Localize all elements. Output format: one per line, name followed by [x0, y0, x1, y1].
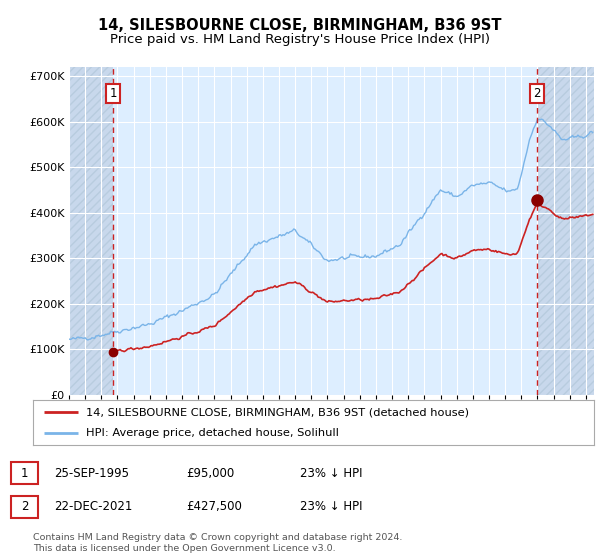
Text: 14, SILESBOURNE CLOSE, BIRMINGHAM, B36 9ST (detached house): 14, SILESBOURNE CLOSE, BIRMINGHAM, B36 9… [86, 408, 469, 418]
Text: This data is licensed under the Open Government Licence v3.0.: This data is licensed under the Open Gov… [33, 544, 335, 553]
Text: £427,500: £427,500 [186, 500, 242, 514]
Text: 25-SEP-1995: 25-SEP-1995 [54, 466, 129, 480]
Text: 23% ↓ HPI: 23% ↓ HPI [300, 500, 362, 514]
Text: 22-DEC-2021: 22-DEC-2021 [54, 500, 133, 514]
Text: 1: 1 [21, 466, 28, 480]
Text: 1: 1 [109, 87, 117, 100]
Text: Contains HM Land Registry data © Crown copyright and database right 2024.: Contains HM Land Registry data © Crown c… [33, 533, 403, 542]
Text: 23% ↓ HPI: 23% ↓ HPI [300, 466, 362, 480]
Text: HPI: Average price, detached house, Solihull: HPI: Average price, detached house, Soli… [86, 428, 339, 438]
Text: 2: 2 [533, 87, 541, 100]
Bar [69, 67, 113, 395]
Text: 2: 2 [21, 500, 28, 514]
Text: 14, SILESBOURNE CLOSE, BIRMINGHAM, B36 9ST: 14, SILESBOURNE CLOSE, BIRMINGHAM, B36 9… [98, 18, 502, 32]
Text: Price paid vs. HM Land Registry's House Price Index (HPI): Price paid vs. HM Land Registry's House … [110, 32, 490, 46]
Bar [537, 67, 594, 395]
Text: £95,000: £95,000 [186, 466, 234, 480]
